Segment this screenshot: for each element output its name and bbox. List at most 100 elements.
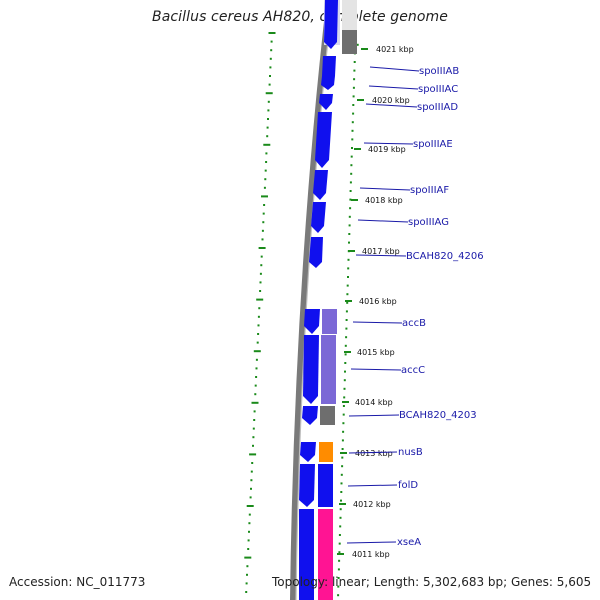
kbp-label: 4011 kbp (352, 550, 390, 559)
gene-arrow-nusB[interactable] (300, 442, 316, 462)
gene-arrow-spoIIIAD[interactable] (319, 94, 333, 110)
gc-skew-mark (250, 470, 253, 473)
gene-label-BCAH820_4206[interactable]: BCAH820_4206 (406, 251, 484, 262)
gene-label-spoIIIAF[interactable]: spoIIIAF (410, 185, 449, 196)
leader-line (348, 414, 400, 417)
gene-label-nusB[interactable]: nusB (398, 447, 423, 458)
gc-skew-mark (260, 255, 263, 258)
gc-skew-mark (343, 387, 346, 390)
cog-box-accB (322, 309, 337, 334)
gc-skew-mark (253, 350, 261, 353)
gc-skew-mark (256, 341, 259, 344)
gc-skew-mark (261, 238, 264, 241)
gc-skew-mark (258, 247, 266, 249)
gc-skew-mark (339, 508, 342, 511)
gc-skew-mark (349, 181, 352, 184)
gc-skew-mark (268, 83, 271, 86)
gc-skew-mark (338, 559, 341, 562)
cog-box-BCAH820_4203 (320, 406, 335, 425)
gc-skew-mark (349, 198, 352, 201)
gc-skew-mark (252, 444, 254, 447)
cog-box-spoIIIAA-light (342, 0, 357, 30)
gc-skew-mark (340, 499, 342, 502)
gene-box-xseA[interactable] (299, 509, 314, 600)
gene-arrow-BCAH820_4206[interactable] (309, 237, 323, 268)
gc-skew-mark (344, 362, 347, 364)
genome-title: Bacillus cereus AH820, complete genome (151, 9, 449, 25)
gc-skew-mark (343, 396, 346, 399)
gc-skew-mark (259, 290, 262, 292)
gene-label-spoIIIAC[interactable]: spoIIIAC (418, 84, 458, 95)
gene-label-spoIIIAE[interactable]: spoIIIAE (413, 139, 453, 150)
gene-arrow-BCAH820_4203[interactable] (302, 406, 318, 425)
gc-skew-mark (352, 112, 355, 115)
kbp-label: 4013 kbp (355, 449, 393, 458)
kbp-label: 4021 kbp (376, 45, 414, 54)
gc-skew-mark (255, 358, 258, 361)
gc-skew-mark (347, 276, 349, 278)
cog-box-xseA (318, 509, 333, 600)
lower-genes (299, 309, 337, 600)
gc-skew-mark (346, 301, 349, 304)
gc-skew-mark (257, 333, 260, 335)
gc-skew-mark (257, 324, 260, 327)
topology-label: Topology: linear; Length: 5,302,683 bp; … (272, 575, 592, 589)
cog-box-nusB (319, 442, 333, 462)
gene-label-spoIIIAB[interactable]: spoIIIAB (419, 66, 459, 77)
kbp-label: 4012 kbp (353, 500, 391, 509)
gc-skew-mark (351, 129, 354, 132)
gc-skew-mark (264, 178, 267, 181)
gc-skew-mark (338, 534, 341, 536)
gc-skew-mark (254, 393, 257, 396)
gene-label-spoIIIAD[interactable]: spoIIIAD (417, 102, 458, 113)
gc-skew-mark (351, 121, 354, 124)
gc-skew-mark (341, 465, 344, 468)
gene-arrow-spoIIIAG[interactable] (311, 202, 326, 233)
gc-skew-mark (348, 215, 351, 218)
gc-skew-mark (245, 582, 248, 585)
gc-skew-mark (351, 138, 354, 141)
gc-skew-mark (341, 456, 344, 459)
gc-skew-mark (344, 344, 347, 347)
gc-skew-mark (248, 522, 251, 525)
gene-arrow-folD[interactable] (299, 464, 315, 507)
cog-box-spoIIIAA (342, 30, 357, 54)
gene-label-folD[interactable]: folD (398, 480, 418, 491)
gc-skew-mark (339, 525, 342, 528)
gc-skew-mark (346, 293, 349, 296)
kbp-label: 4020 kbp (372, 96, 410, 105)
gc-skew-mark (344, 353, 347, 356)
gene-arrow-spoIIIAF[interactable] (313, 170, 328, 200)
gc-skew-mark (257, 315, 260, 318)
gc-skew-mark (342, 405, 345, 407)
gene-arrow-accB[interactable] (304, 309, 320, 334)
gc-skew-mark (262, 221, 265, 224)
gc-skew-mark (246, 565, 249, 568)
gc-skew-mark (248, 530, 250, 533)
gc-skew-mark (344, 370, 346, 373)
gc-skew-mark (350, 172, 353, 175)
gene-label-BCAH820_4203[interactable]: BCAH820_4203 (399, 410, 477, 421)
gc-skew-mark (255, 376, 258, 378)
gene-label-accC[interactable]: accC (401, 365, 425, 376)
gc-skew-mark (245, 591, 248, 593)
gene-arrow-spoIIIAB[interactable] (322, 56, 336, 82)
gene-label-accB[interactable]: accB (402, 318, 426, 329)
accession-label: Accession: NC_011773 (9, 575, 146, 589)
gc-skew-mark (353, 61, 356, 63)
gene-arrow-spoIIIAE[interactable] (315, 112, 332, 168)
gc-skew-mark (337, 585, 340, 588)
gene-label-spoIIIAG[interactable]: spoIIIAG (408, 217, 449, 228)
leader-line (346, 541, 397, 544)
gc-skew-mark (255, 367, 258, 370)
gc-skew-mark (348, 241, 350, 244)
gc-skew-mark (269, 66, 272, 69)
gc-skew-mark (250, 479, 253, 482)
gene-arrow-spoIIIAA[interactable] (324, 0, 338, 49)
gene-label-xseA[interactable]: xseA (397, 537, 421, 548)
gene-arrow-accC[interactable] (303, 335, 319, 404)
gc-skew-mark (345, 319, 348, 321)
gc-skew-mark (341, 439, 344, 442)
gene-arrow-spoIIIAC[interactable] (321, 76, 335, 90)
gc-skew-mark (352, 104, 355, 106)
